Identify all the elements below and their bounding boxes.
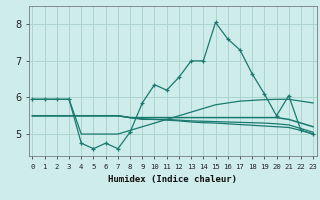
X-axis label: Humidex (Indice chaleur): Humidex (Indice chaleur) [108, 175, 237, 184]
